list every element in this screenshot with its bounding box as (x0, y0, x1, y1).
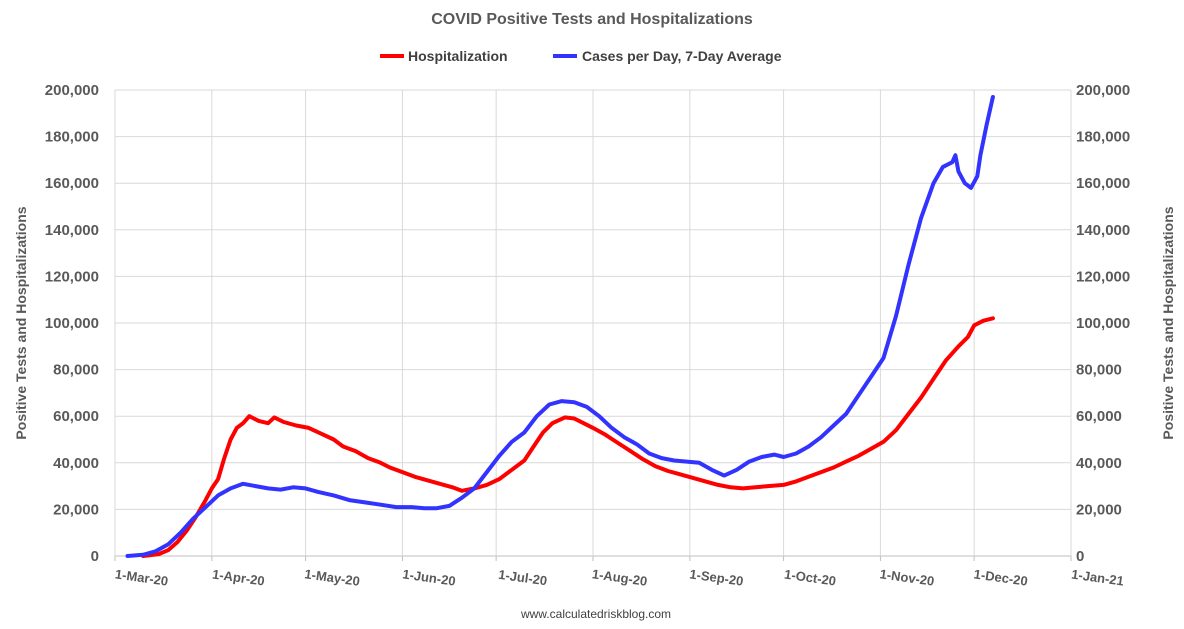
left-y-axis-ticks: 0 20,000 40,000 60,000 80,000 100,000 120,000 1… (45, 82, 99, 565)
right-y-tick-label: 40,000 (1076, 455, 1122, 472)
x-axis-ticks: 1-Mar-20 1-Apr-20 1-May-20 1-Jun-20 1-Jul-20… (114, 566, 1125, 589)
x-tick-label: 1-Nov-20 (879, 566, 935, 588)
right-y-tick-label: 100,000 (1076, 315, 1130, 332)
right-y-axis-ticks: 0 20,000 40,000 60,000 80,000 100,000 120,000 1… (1076, 82, 1130, 565)
x-tick-label: 1-Oct-20 (783, 566, 837, 588)
x-tick-label: 1-Aug-20 (591, 566, 648, 589)
right-y-tick-label: 60,000 (1076, 408, 1122, 425)
left-y-tick-label: 200,000 (45, 82, 99, 99)
legend-label-cases: Cases per Day, 7-Day Average (582, 48, 782, 64)
x-tick-label: 1-Jan-21 (1070, 566, 1124, 588)
legend: Hospitalization Cases per Day, 7-Day Ave… (380, 48, 782, 64)
gridlines (114, 89, 1072, 561)
left-y-tick-label: 60,000 (53, 408, 99, 425)
x-tick-label: 1-Dec-20 (973, 566, 1029, 588)
right-y-tick-label: 20,000 (1076, 501, 1122, 518)
right-y-tick-label: 180,000 (1076, 129, 1130, 146)
left-y-tick-label: 180,000 (45, 129, 99, 146)
left-y-tick-label: 160,000 (45, 175, 99, 192)
left-y-tick-label: 100,000 (45, 315, 99, 332)
series-lines (125, 95, 995, 558)
right-y-tick-label: 200,000 (1076, 82, 1130, 99)
left-y-axis-title: Positive Tests and Hospitalizations (13, 206, 29, 439)
series-line-hospitalization (141, 316, 995, 558)
right-y-tick-label: 0 (1076, 548, 1084, 565)
x-tick-label: 1-Apr-20 (211, 566, 265, 588)
right-y-tick-label: 80,000 (1076, 362, 1122, 379)
footer-source: www.calculatedriskblog.com (520, 607, 671, 621)
x-tick-label: 1-Jul-20 (497, 567, 548, 589)
right-y-axis-title: Positive Tests and Hospitalizations (1160, 206, 1176, 439)
left-y-tick-label: 40,000 (53, 455, 99, 472)
x-tick-label: 1-May-20 (304, 566, 361, 589)
x-tick-label: 1-Jun-20 (402, 566, 457, 588)
right-y-tick-label: 120,000 (1076, 268, 1130, 285)
right-y-tick-label: 140,000 (1076, 222, 1130, 239)
x-tick-label: 1-Sep-20 (689, 566, 745, 588)
left-y-tick-label: 20,000 (53, 501, 99, 518)
right-y-tick-label: 160,000 (1076, 175, 1130, 192)
left-y-tick-label: 140,000 (45, 222, 99, 239)
legend-label-hospitalization: Hospitalization (408, 48, 508, 64)
left-y-tick-label: 80,000 (53, 362, 99, 379)
left-y-tick-label: 120,000 (45, 268, 99, 285)
left-y-tick-label: 0 (91, 548, 99, 565)
chart-title: COVID Positive Tests and Hospitalization… (431, 11, 753, 28)
x-tick-label: 1-Mar-20 (114, 566, 169, 588)
series-line-cases (125, 95, 995, 558)
